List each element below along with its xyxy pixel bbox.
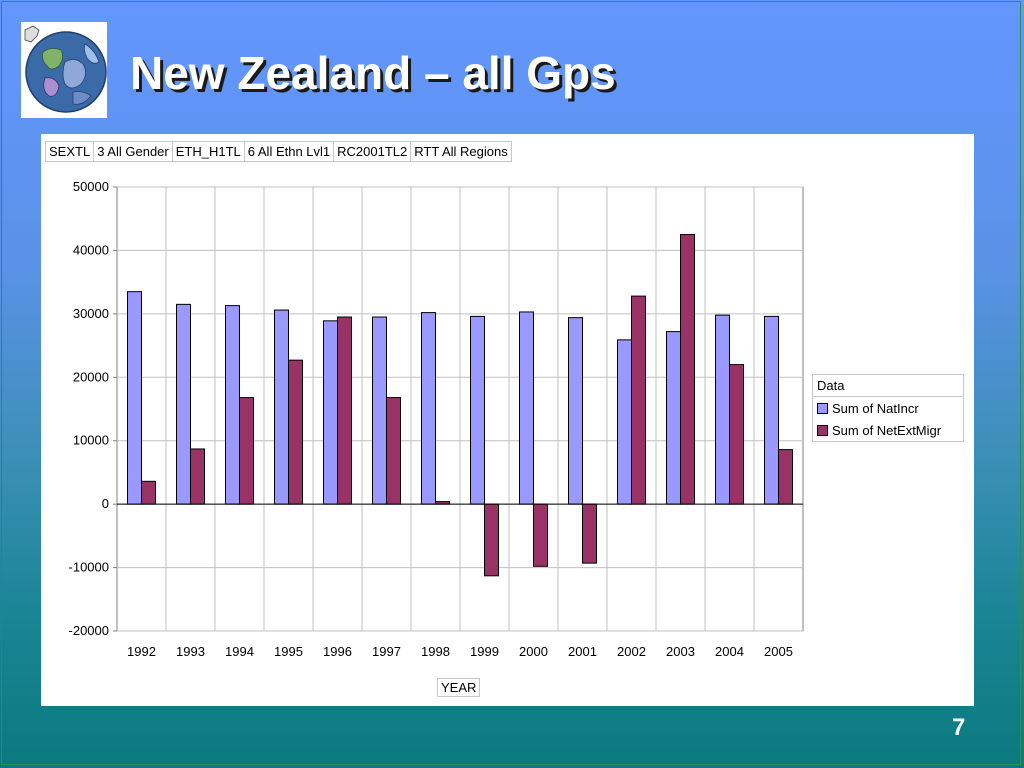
- filter-value[interactable]: 3 All Gender: [94, 141, 173, 162]
- x-tick-label: 1998: [421, 644, 450, 659]
- x-tick-label: 2005: [764, 644, 793, 659]
- bar-netextmigr: [631, 295, 646, 505]
- y-tick-label: 50000: [73, 179, 109, 194]
- x-tick-label: 2001: [568, 644, 597, 659]
- x-tick-label: 2002: [617, 644, 646, 659]
- bar-netextmigr: [239, 397, 254, 505]
- x-tick-label: 2004: [715, 644, 744, 659]
- bar-natincr: [323, 320, 338, 505]
- bar-natincr: [568, 317, 583, 505]
- x-tick-label: 1995: [274, 644, 303, 659]
- bar-netextmigr: [141, 480, 156, 505]
- legend-swatch: [817, 424, 828, 436]
- bar-natincr: [274, 309, 289, 505]
- x-tick-label: 1994: [225, 644, 254, 659]
- filter-value[interactable]: 6 All Ethn Lvl1: [244, 141, 335, 162]
- x-tick-label: 1996: [323, 644, 352, 659]
- bar-netextmigr: [386, 397, 401, 505]
- filter-field[interactable]: SEXTL: [45, 141, 95, 162]
- x-tick-label: 1997: [372, 644, 401, 659]
- x-tick-label: 2003: [666, 644, 695, 659]
- legend-item-netextmigr: Sum of NetExtMigr: [813, 419, 963, 441]
- filter-value[interactable]: RTT All Regions: [411, 141, 512, 162]
- bar-natincr: [617, 339, 632, 505]
- filter-field[interactable]: RC2001TL2: [334, 141, 412, 162]
- bar-netextmigr: [337, 316, 352, 505]
- y-tick-label: 30000: [73, 306, 109, 321]
- legend-item-natincr: Sum of NatIncr: [813, 397, 963, 419]
- x-axis-title[interactable]: YEAR: [437, 678, 481, 697]
- x-tick-label: 1993: [176, 644, 205, 659]
- bar-netextmigr: [288, 359, 303, 505]
- bar-netextmigr: [533, 503, 548, 567]
- y-tick-label: 0: [102, 496, 109, 511]
- bar-netextmigr: [190, 448, 205, 505]
- y-tick-label: 10000: [73, 433, 109, 448]
- bar-netextmigr: [729, 364, 744, 505]
- legend-label: Sum of NatIncr: [832, 400, 919, 416]
- bar-netextmigr: [582, 503, 597, 564]
- bar-natincr: [519, 311, 534, 505]
- legend-label: Sum of NetExtMigr: [832, 422, 942, 438]
- x-tick-label: 2000: [519, 644, 548, 659]
- legend-swatch: [817, 402, 828, 414]
- filter-bar: SEXTL 3 All Gender ETH_H1TL 6 All Ethn L…: [45, 141, 512, 162]
- bar-natincr: [764, 315, 779, 505]
- globe-icon: [24, 25, 107, 113]
- x-tick-label: 1999: [470, 644, 499, 659]
- bar-chart: -20000 -10000 0 10000 20000 30000 40000 50000 19…: [69, 179, 804, 659]
- bar-natincr: [127, 291, 142, 505]
- y-tick-label: 40000: [73, 242, 109, 257]
- y-tick-label: -20000: [69, 623, 109, 638]
- x-tick-label: 1992: [127, 644, 156, 659]
- bar-netextmigr: [778, 449, 793, 505]
- chart-panel: SEXTL 3 All Gender ETH_H1TL 6 All Ethn L…: [41, 134, 974, 706]
- bar-netextmigr: [484, 503, 499, 577]
- y-tick-label: -10000: [69, 560, 109, 575]
- globe-logo: [21, 22, 107, 118]
- y-tick-label: 20000: [73, 369, 109, 384]
- bar-natincr: [176, 303, 191, 505]
- filter-field[interactable]: ETH_H1TL: [172, 141, 245, 162]
- chart-legend: Data Sum of NatIncr Sum of NetExtMigr: [812, 374, 964, 442]
- bar-natincr: [715, 314, 730, 505]
- bar-natincr: [225, 305, 240, 505]
- bar-natincr: [421, 312, 436, 505]
- bar-natincr: [372, 316, 387, 505]
- page-number: 7: [952, 714, 966, 741]
- bar-natincr: [470, 315, 485, 505]
- slide-title: New Zealand – all Gps: [130, 47, 616, 99]
- legend-title[interactable]: Data: [813, 375, 963, 397]
- bar-netextmigr: [680, 234, 695, 505]
- bar-natincr: [666, 331, 681, 505]
